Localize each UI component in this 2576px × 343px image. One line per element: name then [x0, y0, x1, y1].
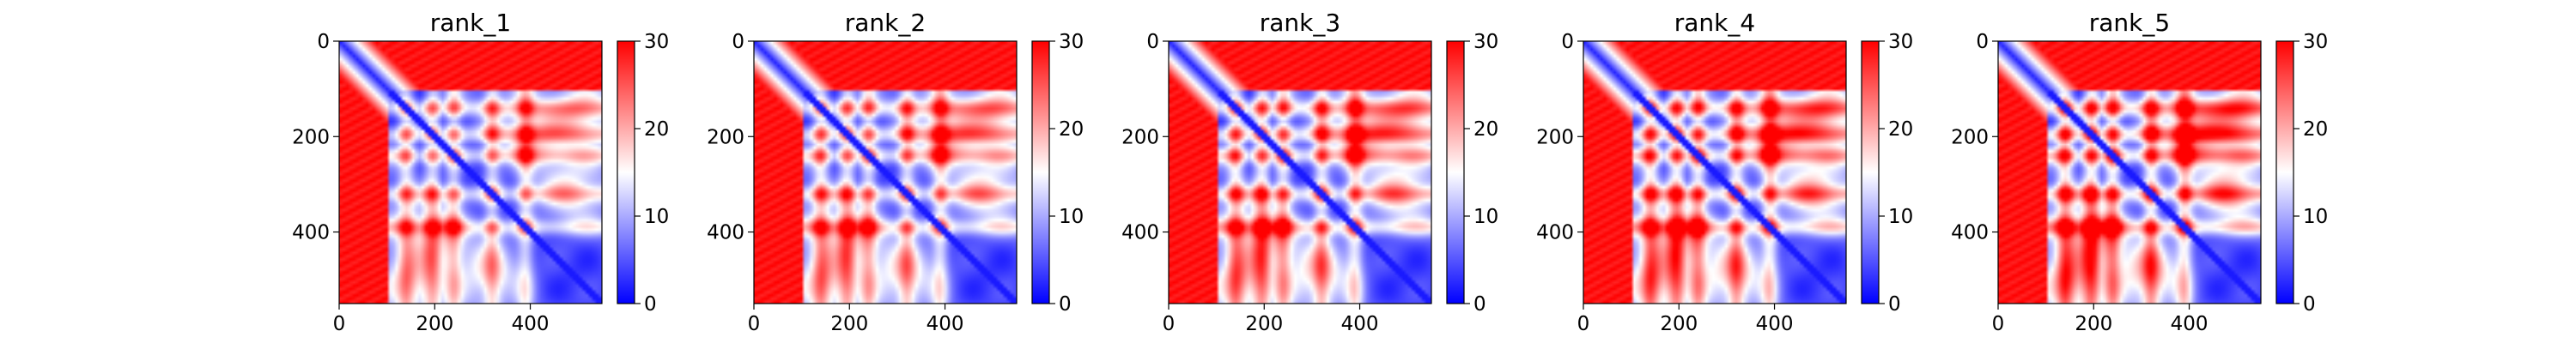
panel-2: rank_2 0 200 400 0 200 400 0 10 20 30	[707, 9, 1084, 335]
chart-title: rank_4	[1674, 9, 1755, 37]
colorbar-tick-label: 10	[1059, 206, 1084, 228]
colorbar-tick-label: 0	[2303, 293, 2316, 316]
x-tick-label: 200	[830, 313, 868, 335]
x-tick-label: 400	[927, 313, 964, 335]
colorbar	[1446, 40, 1465, 304]
colorbar	[617, 40, 635, 304]
heatmap-image	[1998, 41, 2261, 304]
panel-3: rank_3 0 200 400 0 200 400 0 10 20 30	[1121, 9, 1498, 335]
chart-title: rank_5	[2089, 9, 2170, 37]
colorbar-tick-label: 20	[644, 118, 669, 141]
x-tick-label: 200	[416, 313, 453, 335]
x-tick-label: 0	[333, 313, 346, 335]
colorbar-tick-label: 10	[1473, 206, 1498, 228]
chart-title: rank_2	[845, 9, 926, 37]
panel-4: rank_4 0 200 400 0 200 400 0 10 20 30	[1536, 9, 1913, 335]
y-tick-label: 400	[707, 222, 744, 244]
x-tick-label: 0	[1163, 313, 1176, 335]
heatmap-frame	[753, 40, 1018, 304]
colorbar-tick-label: 10	[1888, 206, 1913, 228]
colorbar	[2275, 40, 2294, 304]
colorbar-tick-label: 0	[1888, 293, 1901, 316]
y-tick-label: 0	[1146, 31, 1159, 53]
heatmap-image	[1169, 41, 1431, 304]
heatmap-image	[339, 41, 602, 304]
heatmap-image	[1583, 41, 1846, 304]
x-tick-label: 0	[1992, 313, 2005, 335]
heatmap-frame	[1583, 40, 1847, 304]
x-tick-label: 400	[512, 313, 550, 335]
colorbar-tick-label: 30	[1888, 31, 1913, 53]
y-tick-label: 0	[732, 31, 744, 53]
colorbar-tick-label: 0	[1473, 293, 1486, 316]
heatmap-image	[754, 41, 1017, 304]
y-tick-label: 200	[1536, 126, 1574, 148]
x-tick-label: 400	[1341, 313, 1379, 335]
x-tick-label: 400	[2171, 313, 2208, 335]
colorbar-tick-label: 10	[644, 206, 669, 228]
x-tick-label: 200	[2075, 313, 2112, 335]
colorbar	[1031, 40, 1050, 304]
colorbar-tick-label: 20	[1888, 118, 1913, 141]
heatmap-frame	[1168, 40, 1432, 304]
colorbar-tick-label: 30	[1473, 31, 1498, 53]
panel-1: rank_1 0 200 400 0 200 400 0 10 20 30	[292, 9, 669, 335]
y-tick-label: 200	[1951, 126, 1989, 148]
panel-5: rank_5 0 200 400 0 200 400 0 10 20 30	[1951, 9, 2328, 335]
y-tick-label: 200	[292, 126, 330, 148]
chart-title: rank_1	[430, 9, 511, 37]
y-tick-label: 200	[707, 126, 744, 148]
colorbar-tick-label: 20	[2303, 118, 2328, 141]
y-tick-label: 400	[292, 222, 330, 244]
colorbar	[1861, 40, 1880, 304]
x-tick-label: 200	[1245, 313, 1283, 335]
colorbar-tick-label: 30	[1059, 31, 1084, 53]
y-tick-label: 400	[1951, 222, 1989, 244]
y-tick-label: 0	[1976, 31, 1989, 53]
colorbar-tick-label: 30	[2303, 31, 2328, 53]
x-tick-label: 200	[1660, 313, 1698, 335]
colorbar-tick-label: 0	[644, 293, 657, 316]
x-tick-label: 400	[1756, 313, 1794, 335]
chart-title: rank_3	[1260, 9, 1340, 37]
y-tick-label: 400	[1536, 222, 1574, 244]
y-tick-label: 0	[1561, 31, 1574, 53]
heatmap-frame	[1997, 40, 2262, 304]
y-tick-label: 0	[317, 31, 330, 53]
colorbar-tick-label: 10	[2303, 206, 2328, 228]
heatmap-frame	[338, 40, 603, 304]
colorbar-tick-label: 30	[644, 31, 669, 53]
colorbar-tick-label: 0	[1059, 293, 1072, 316]
x-tick-label: 0	[748, 313, 761, 335]
colorbar-tick-label: 20	[1059, 118, 1084, 141]
colorbar-tick-label: 20	[1473, 118, 1498, 141]
y-tick-label: 200	[1121, 126, 1159, 148]
x-tick-label: 0	[1577, 313, 1590, 335]
y-tick-label: 400	[1121, 222, 1159, 244]
